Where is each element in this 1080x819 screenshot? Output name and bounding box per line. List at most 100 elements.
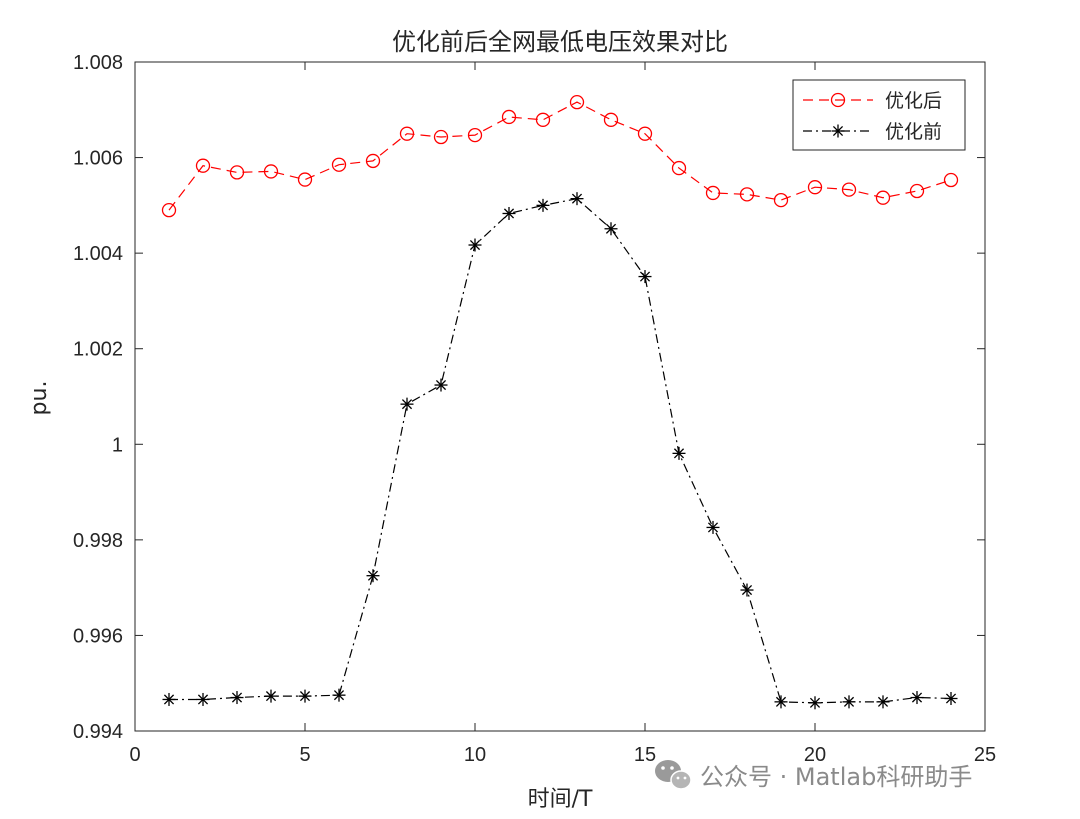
- data-point-0-0: [161, 202, 177, 218]
- data-point-1-3: [264, 689, 278, 703]
- marker-stroke: [469, 239, 481, 251]
- data-point-0-4: [297, 172, 313, 187]
- marker-stroke: [843, 696, 855, 707]
- data-point-1-4: [298, 689, 312, 703]
- y-tick-label: 1: [112, 434, 123, 456]
- y-tick-label: 1.004: [73, 243, 123, 265]
- marker-stroke: [832, 125, 844, 137]
- data-point-1-0: [162, 692, 176, 706]
- marker-stroke: [537, 200, 549, 211]
- marker-stroke: [673, 448, 685, 459]
- data-point-0-2: [229, 165, 245, 180]
- marker-stroke: [605, 223, 617, 234]
- data-point-1-18: [774, 695, 788, 709]
- y-tick-label: 0.996: [73, 625, 123, 647]
- data-point-0-7: [399, 126, 415, 141]
- legend-box: [792, 79, 966, 151]
- data-point-1-17: [740, 583, 754, 597]
- marker-stroke: [911, 692, 923, 703]
- marker-stroke: [809, 697, 821, 708]
- legend-marker-shape: [831, 124, 845, 138]
- marker-stroke: [571, 193, 583, 204]
- marker-stroke: [707, 522, 719, 533]
- marker-stroke: [163, 694, 175, 705]
- legend-marker-shape: [830, 92, 846, 108]
- watermark-text: 公众号 · Matlab科研助手: [700, 763, 972, 791]
- x-tick-label: 20: [804, 744, 826, 766]
- data-point-0-21: [875, 190, 891, 205]
- data-point-1-9: [468, 238, 482, 252]
- data-point-0-22: [909, 183, 925, 199]
- legend-marker-optimized: [830, 92, 846, 108]
- data-point-1-10: [502, 206, 516, 220]
- data-point-0-18: [773, 192, 789, 208]
- legend-label-optimized: 优化后: [885, 90, 942, 112]
- data-point-0-3: [263, 164, 279, 179]
- y-tick-label: 1.002: [73, 339, 123, 361]
- data-point-0-15: [671, 160, 687, 176]
- data-point-0-5: [331, 157, 347, 172]
- marker-stroke: [775, 696, 787, 707]
- marker-stroke: [741, 584, 753, 596]
- marker-stroke: [945, 693, 957, 704]
- data-point-0-14: [637, 126, 653, 141]
- y-tick-label: 0.998: [73, 530, 123, 552]
- data-point-1-22: [910, 691, 924, 705]
- data-point-1-7: [400, 397, 414, 411]
- marker-stroke: [503, 208, 515, 219]
- data-point-0-11: [535, 112, 551, 127]
- data-point-1-21: [876, 695, 890, 709]
- data-point-1-23: [944, 692, 958, 706]
- y-tick-label: 1.006: [73, 148, 123, 170]
- data-point-1-20: [842, 695, 856, 709]
- data-point-1-14: [638, 270, 652, 284]
- data-point-0-9: [467, 127, 483, 143]
- data-point-0-17: [739, 187, 755, 202]
- data-point-0-8: [433, 129, 449, 145]
- data-point-0-6: [365, 153, 381, 169]
- data-point-1-19: [808, 696, 822, 710]
- series-line-0: [168, 101, 952, 211]
- data-point-0-13: [603, 112, 619, 127]
- data-point-1-6: [366, 569, 380, 583]
- marker-stroke: [367, 570, 379, 581]
- plot-area: 0 5 10 15 20 25 0.994 0.996 0.998 1 1.002 1.004 1.00…: [73, 52, 996, 766]
- x-tick-label: 10: [464, 744, 486, 766]
- marker-stroke: [265, 691, 277, 702]
- data-point-0-16: [705, 185, 721, 201]
- x-tick-label: 25: [974, 744, 996, 766]
- wechat-icon: [655, 760, 692, 790]
- marker-stroke: [299, 691, 311, 702]
- legend-label-original: 优化前: [885, 121, 942, 143]
- data-point-1-13: [604, 222, 618, 236]
- data-point-1-15: [672, 446, 686, 460]
- y-tick-label: 0.994: [73, 721, 123, 743]
- x-axis-label: 时间/T: [528, 787, 593, 812]
- data-point-1-8: [434, 378, 448, 392]
- y-tick-label: 1.008: [73, 52, 123, 74]
- data-point-1-12: [570, 192, 584, 206]
- x-tick-label: 5: [299, 744, 310, 766]
- legend: 优化后 优化前: [792, 79, 966, 151]
- legend-marker-original: [831, 124, 845, 138]
- data-point-0-20: [841, 182, 857, 197]
- data-point-1-5: [332, 688, 346, 702]
- data-point-0-1: [195, 158, 211, 173]
- data-point-0-10: [501, 109, 517, 125]
- data-point-0-19: [807, 180, 823, 195]
- marker-stroke: [231, 692, 243, 703]
- marker-stroke: [197, 694, 209, 705]
- marker-stroke: [401, 399, 413, 410]
- marker-stroke: [877, 696, 889, 707]
- axes-box: [134, 61, 986, 732]
- marker-stroke: [639, 271, 651, 282]
- data-point-1-2: [230, 691, 244, 705]
- data-point-1-16: [706, 520, 720, 534]
- x-tick-label: 0: [129, 744, 140, 766]
- data-point-1-11: [536, 198, 550, 212]
- data-point-0-12: [569, 94, 585, 110]
- y-axis-label: pu.: [27, 381, 52, 416]
- chart-title: 优化前后全网最低电压效果对比: [392, 28, 728, 56]
- data-point-1-1: [196, 692, 210, 706]
